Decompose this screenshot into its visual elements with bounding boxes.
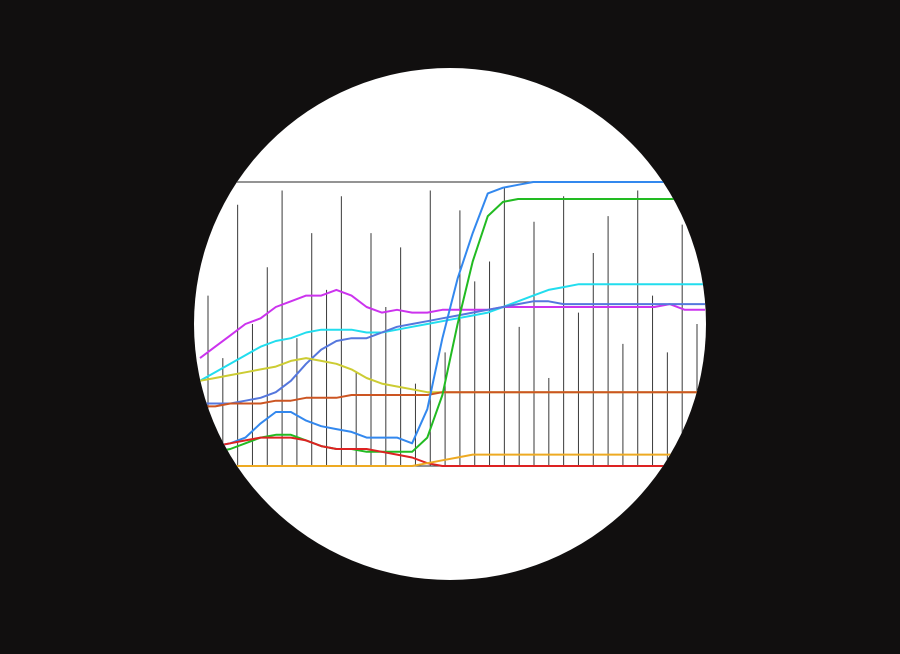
lens-background <box>194 68 706 580</box>
series-line-9 <box>200 453 705 467</box>
series-line-7 <box>200 198 705 453</box>
series-line-2 <box>199 283 705 382</box>
series-line-3 <box>200 300 705 405</box>
series-line-6 <box>200 181 705 448</box>
series-line-5 <box>200 391 705 408</box>
plot-area <box>199 181 706 467</box>
series-line-8 <box>200 436 705 467</box>
